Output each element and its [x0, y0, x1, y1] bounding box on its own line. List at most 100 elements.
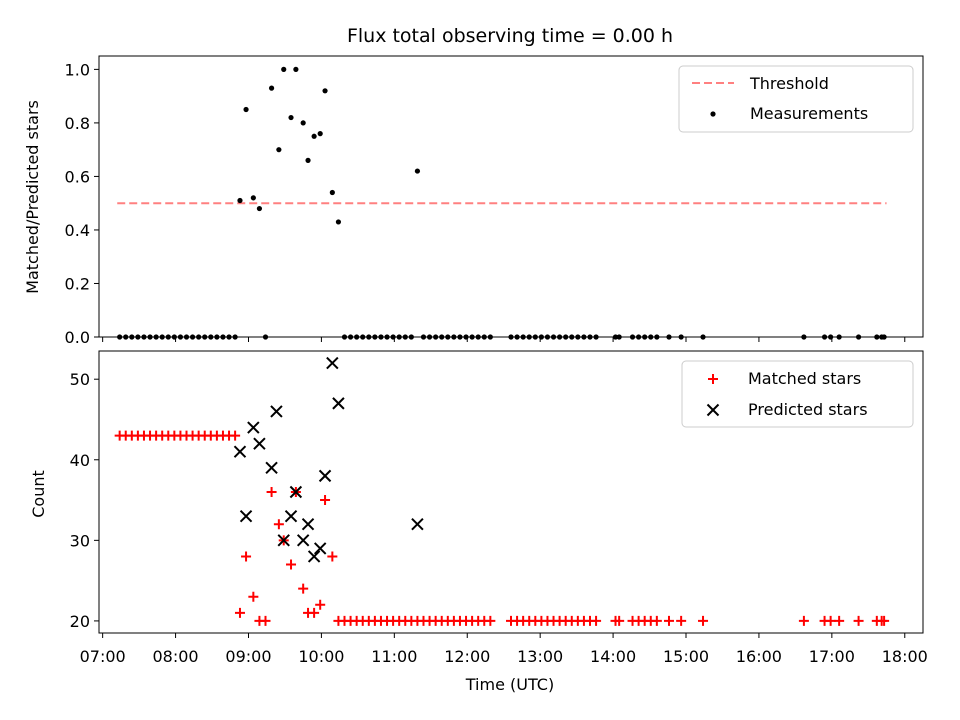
x-tick-label: 18:00: [882, 647, 928, 666]
matched-star-point: [248, 591, 259, 602]
measurement-point: [288, 114, 294, 121]
predicted-star-point: [307, 550, 321, 563]
measurement-point: [317, 131, 323, 137]
predicted-star-point: [239, 509, 253, 523]
measurement-point: [305, 157, 311, 163]
top-y-ticks: 0.0 0.2 0.4 0.6 0.8 1.0: [65, 60, 99, 347]
predicted-star-point: [247, 421, 260, 434]
predicted-star-point: [277, 534, 290, 547]
matched-star-point: [879, 615, 890, 626]
predicted-star-point: [289, 485, 303, 499]
bottom-y-tick-label: 50: [70, 370, 90, 389]
measurement-point: [293, 66, 299, 72]
top-legend-box: [678, 65, 914, 133]
measurement-point: [300, 120, 306, 126]
x-axis-label: Time (UTC): [465, 675, 554, 694]
predicted-star-point: [265, 461, 278, 475]
predicted-star-point: [411, 518, 424, 531]
predicted-star-point: [284, 509, 298, 523]
x-tick-label: 09:00: [225, 647, 271, 666]
legend-predicted-label: Predicted stars: [748, 400, 868, 419]
bottom-legend: Matched stars Predicted stars: [681, 360, 914, 428]
measurement-point: [329, 189, 335, 196]
matched-star-point: [241, 551, 252, 562]
x-tick-label: 13:00: [517, 647, 563, 666]
legend-measurement-swatch: [710, 111, 716, 117]
top-y-tick-label: 0.4: [65, 221, 90, 240]
measurement-point: [256, 205, 263, 212]
measurement-point: [268, 85, 275, 91]
predicted-star-point: [233, 445, 247, 458]
predicted-stars-points: [233, 356, 424, 563]
predicted-star-point: [296, 534, 310, 547]
matched-star-point: [309, 607, 320, 618]
legend-x-marker: [706, 403, 720, 417]
legend-matched-swatch: [708, 374, 718, 384]
matched-star-point: [485, 615, 496, 626]
matched-star-point: [266, 487, 277, 497]
matched-stars-points: [114, 430, 890, 626]
predicted-star-point: [270, 405, 283, 418]
legend-threshold-label: Threshold: [749, 74, 829, 93]
bottom-y-tick-label: 20: [70, 612, 90, 631]
top-y-tick-label: 0.0: [65, 328, 90, 347]
matched-star-point: [834, 615, 845, 626]
matched-star-point: [698, 615, 709, 626]
bottom-y-axis-label: Count: [29, 470, 48, 518]
matched-star-point: [614, 615, 625, 626]
top-y-axis-label: Matched/Predicted stars: [23, 100, 42, 294]
matched-star-point: [327, 551, 338, 562]
measurement-point: [250, 195, 256, 201]
x-tick-label: 11:00: [371, 647, 417, 666]
measurement-point: [276, 147, 282, 153]
matched-star-point: [591, 615, 602, 626]
x-tick-label: 15:00: [663, 647, 709, 666]
bottom-x-ticks: 07:00 08:00 09:00 10:00 11:00 12:00 13:00 14:00…: [80, 633, 928, 666]
top-legend: Threshold Measurements: [678, 65, 914, 133]
top-y-tick-label: 0.8: [65, 114, 90, 133]
measurement-point: [311, 133, 317, 139]
matched-star-point: [286, 559, 297, 570]
measurement-point: [322, 88, 328, 94]
bottom-y-tick-label: 30: [70, 531, 90, 550]
measurement-point: [281, 66, 287, 72]
x-tick-label: 07:00: [80, 647, 126, 666]
matched-star-point: [230, 430, 241, 441]
count-panel: Count Time (UTC) 20 30 40 50 07:00 08:00 09:0…: [29, 350, 928, 694]
legend-matched-label: Matched stars: [748, 369, 861, 388]
predicted-star-point: [301, 518, 315, 531]
matched-star-point: [663, 615, 674, 626]
matched-star-point: [260, 615, 271, 626]
legend-plus-marker: [708, 374, 718, 384]
top-plot-frame: [98, 55, 924, 338]
x-tick-label: 16:00: [736, 647, 782, 666]
legend-measurements-label: Measurements: [750, 104, 868, 123]
matched-star-point: [320, 495, 331, 506]
bottom-y-tick-label: 40: [70, 451, 90, 470]
top-y-tick-label: 0.2: [65, 274, 90, 293]
matched-star-point: [676, 615, 687, 626]
matched-star-point: [825, 615, 836, 626]
legend-predicted-swatch: [706, 403, 720, 417]
predicted-star-point: [318, 469, 332, 483]
matched-star-point: [234, 607, 245, 618]
predicted-star-point: [332, 397, 345, 410]
predicted-star-point: [313, 542, 327, 555]
matched-star-point: [298, 583, 309, 594]
matched-star-point: [651, 615, 662, 626]
bottom-legend-box: [681, 360, 914, 428]
x-tick-label: 17:00: [809, 647, 855, 666]
predicted-star-point: [253, 437, 266, 450]
chart-title: Flux total observing time = 0.00 h: [347, 25, 673, 47]
matched-star-point: [853, 615, 864, 626]
measurement-point: [335, 219, 342, 225]
matched-star-point: [798, 615, 809, 626]
matched-star-point: [315, 599, 326, 610]
measurement-point: [243, 106, 249, 113]
measurement-point: [237, 197, 243, 204]
matched-star-point: [273, 519, 284, 530]
x-tick-label: 14:00: [590, 647, 636, 666]
bottom-y-ticks: 20 30 40 50: [70, 370, 99, 631]
ratio-panel: Flux total observing time = 0.00 h Match…: [23, 25, 924, 347]
